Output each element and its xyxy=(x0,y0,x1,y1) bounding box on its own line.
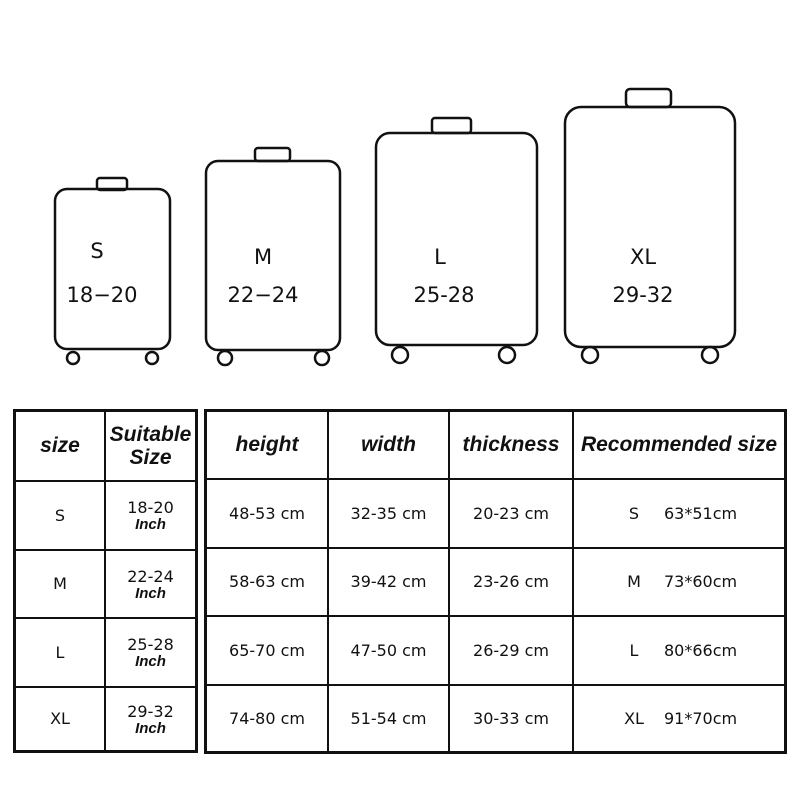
table-header-row: height width thickness Recommended size xyxy=(204,409,787,480)
width-cell: 47-50 cm xyxy=(327,614,450,686)
size-cell: L xyxy=(13,616,106,688)
width-cell: 39-42 cm xyxy=(327,546,450,617)
suitcase-size-label: L xyxy=(434,245,446,269)
rec-dim: 91*70cm xyxy=(664,708,738,728)
header-width: width xyxy=(327,409,450,480)
table-row: 48-53 cm 32-35 cm 20-23 cm S 63*51cm xyxy=(204,477,787,549)
rec-dim: 63*51cm xyxy=(664,503,738,523)
width-cell: 32-35 cm xyxy=(327,477,450,549)
header-recommended-size: Recommended size xyxy=(572,409,787,480)
suitable-cell: 29-32 Inch xyxy=(104,685,198,753)
suitcase-xl: XL 29-32 xyxy=(563,87,737,365)
rec-dim: 80*66cm xyxy=(664,640,738,660)
suitable-value: 18-20 xyxy=(127,498,174,517)
table-header-row: size Suitable Size xyxy=(13,409,198,482)
recommended-cell: XL 91*70cm xyxy=(572,683,787,754)
rec-size: S xyxy=(628,503,640,523)
suitcase-m: M 22−24 xyxy=(204,146,342,367)
suitcase-l: L 25-28 xyxy=(374,116,539,365)
table-row: S 18-20 Inch xyxy=(13,479,198,551)
table-row: 74-80 cm 51-54 cm 30-33 cm XL 91*70cm xyxy=(204,683,787,754)
inch-label: Inch xyxy=(135,653,166,670)
height-cell: 74-80 cm xyxy=(204,683,329,754)
suitable-cell: 18-20 Inch xyxy=(104,479,198,551)
height-cell: 58-63 cm xyxy=(204,546,329,617)
suitcase-range-label: 22−24 xyxy=(227,283,298,307)
table-row: 65-70 cm 47-50 cm 26-29 cm L 80*66cm xyxy=(204,614,787,686)
thickness-cell: 20-23 cm xyxy=(448,477,574,549)
size-cell: S xyxy=(13,479,106,551)
table-row: M 22-24 Inch xyxy=(13,548,198,619)
suitcase-range-label: 25-28 xyxy=(413,283,474,307)
inch-label: Inch xyxy=(135,516,166,533)
suitcase-size-label: XL xyxy=(630,245,656,269)
suitcase-s: S 18−20 xyxy=(53,176,172,366)
header-suitable-size: Suitable Size xyxy=(104,409,198,482)
rec-size: M xyxy=(627,572,641,591)
header-height: height xyxy=(204,409,329,480)
suitcase-size-label: S xyxy=(90,239,103,263)
suitcase-illustrations: S 18−20 M 22−24 L 25-28 XL 29-32 xyxy=(53,87,737,367)
rec-dim: 73*60cm xyxy=(664,572,738,591)
suitable-cell: 22-24 Inch xyxy=(104,548,198,619)
size-cell: M xyxy=(13,548,106,619)
suitable-value: 22-24 xyxy=(127,566,174,586)
recommended-cell: M 73*60cm xyxy=(572,546,787,617)
thickness-cell: 26-29 cm xyxy=(448,614,574,686)
dimensions-table: height width thickness Recommended size … xyxy=(204,409,787,754)
inch-label: Inch xyxy=(135,719,166,737)
rec-size: L xyxy=(629,640,639,660)
suitcase-range-label: 18−20 xyxy=(66,283,137,307)
thickness-cell: 23-26 cm xyxy=(448,546,574,617)
table-row: XL 29-32 Inch xyxy=(13,685,198,753)
size-table: size Suitable Size S 18-20 Inch M 22-24 In… xyxy=(13,409,198,753)
header-size: size xyxy=(13,409,106,482)
suitable-cell: 25-28 Inch xyxy=(104,616,198,688)
height-cell: 48-53 cm xyxy=(204,477,329,549)
suitcase-size-label: M xyxy=(254,245,272,269)
recommended-cell: S 63*51cm xyxy=(572,477,787,549)
table-row: L 25-28 Inch xyxy=(13,616,198,688)
table-row: 58-63 cm 39-42 cm 23-26 cm M 73*60cm xyxy=(204,546,787,617)
suitable-value: 29-32 xyxy=(127,701,174,721)
header-thickness: thickness xyxy=(448,409,574,480)
inch-label: Inch xyxy=(135,584,166,602)
recommended-cell: L 80*66cm xyxy=(572,614,787,686)
width-cell: 51-54 cm xyxy=(327,683,450,754)
thickness-cell: 30-33 cm xyxy=(448,683,574,754)
suitable-value: 25-28 xyxy=(127,635,174,654)
suitcase-range-label: 29-32 xyxy=(612,283,673,307)
height-cell: 65-70 cm xyxy=(204,614,329,686)
size-cell: XL xyxy=(13,685,106,753)
rec-size: XL xyxy=(624,708,644,728)
